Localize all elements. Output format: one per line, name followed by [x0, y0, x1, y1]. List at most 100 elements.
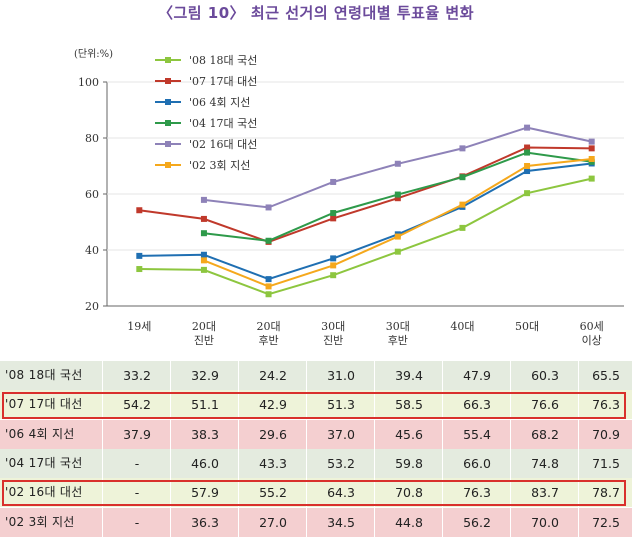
row-label: '06 4회 지선	[5, 426, 75, 441]
series-point	[459, 174, 466, 181]
series-point	[265, 237, 272, 244]
table-cell: 46.0	[170, 448, 239, 478]
chart-title: 〈그림 10〉 최근 선거의 연령대별 투표율 변화	[157, 4, 474, 22]
table-cell: 68.2	[510, 419, 579, 449]
series-point	[200, 251, 207, 258]
series-point	[459, 201, 466, 208]
table-cell: 31.0	[306, 361, 375, 390]
series-point	[330, 215, 337, 222]
series-point	[588, 156, 595, 162]
table-cell: -	[102, 478, 171, 508]
table-cell: 37.9	[102, 419, 171, 449]
table-cell: 44.8	[374, 507, 443, 537]
table-cell: 33.2	[102, 361, 171, 390]
table-cell: 54.2	[102, 390, 171, 420]
row-highlight-frame	[2, 392, 626, 419]
x-tick-label: 30대	[386, 320, 410, 333]
table-cell: 27.0	[238, 507, 307, 537]
legend-label: '02 16대 대선	[189, 138, 257, 151]
x-tick-label: 진반	[194, 334, 214, 347]
y-tick-label: 40	[85, 244, 99, 257]
legend-label: '08 18대 국선	[189, 54, 257, 67]
table-cell: 53.2	[306, 448, 375, 478]
table-row: '06 4회 지선 37.9 38.3 29.6 37.0 45.6 55.4 68.2 70.…	[0, 419, 632, 449]
row-highlight-frame	[2, 480, 626, 507]
table-cell: 65.5	[578, 361, 632, 390]
y-tick-label: 60	[85, 188, 99, 201]
row-label: '02 16대 대선	[5, 485, 83, 500]
legend-label: '07 17대 대선	[189, 75, 257, 88]
table-cell: 39.4	[374, 361, 443, 390]
table-cell: 59.8	[374, 448, 443, 478]
table-cell: 34.5	[306, 507, 375, 537]
table-cell: 36.3	[170, 507, 239, 537]
series-point	[265, 204, 272, 211]
row-label: '08 18대 국선	[5, 368, 83, 382]
series-point	[330, 210, 337, 217]
legend-label: '06 4회 지선	[189, 96, 250, 109]
table-cell: 38.3	[170, 419, 239, 449]
table-cell: 83.7	[510, 478, 579, 508]
x-tick-label: 진반	[323, 334, 343, 347]
row-label: '02 3회 지선	[5, 514, 75, 529]
table-cell: 70.8	[374, 478, 443, 508]
series-point	[136, 266, 143, 273]
table-cell: 37.0	[306, 419, 375, 449]
table-cell: 51.1	[170, 390, 239, 420]
table-cell: 55.2	[238, 478, 307, 508]
series-point	[265, 276, 272, 283]
row-label: '04 17대 국선	[5, 455, 83, 470]
table-cell: 72.5	[578, 507, 632, 537]
table-cell: 42.9	[238, 390, 307, 420]
series-line	[139, 177, 592, 296]
series-point	[588, 175, 595, 182]
unit-label: (단위:%)	[74, 47, 113, 60]
x-tick-label: 20대	[192, 320, 216, 333]
series-point	[200, 196, 207, 203]
series-line	[139, 146, 592, 243]
series-point	[136, 207, 143, 214]
series-point	[394, 248, 401, 255]
legend-marker	[165, 78, 171, 84]
table-cell: 29.6	[238, 419, 307, 449]
series-point	[330, 255, 337, 262]
table-row: '04 17대 국선 -46.0 43.3 53.2 59.8 66.0 74.8 71.5	[0, 448, 632, 478]
series-point	[200, 257, 207, 264]
table-cell: 76.3	[578, 390, 632, 420]
series-line	[203, 158, 592, 288]
table-row: '07 17대 대선 54.2 51.1 42.9 51.3 58.5 66.3 76.6 76…	[0, 390, 632, 420]
legend-marker	[165, 120, 171, 126]
series-point	[524, 168, 531, 175]
series-point	[459, 224, 466, 231]
x-tick-label: 30대	[321, 320, 345, 333]
table-cell: 45.6	[374, 419, 443, 449]
series-point	[524, 124, 531, 131]
table-cell: 76.3	[442, 478, 511, 508]
series-point	[200, 230, 207, 237]
table-cell: 66.0	[442, 448, 511, 478]
series-point	[524, 163, 531, 169]
legend-marker	[165, 99, 171, 105]
series-point	[588, 145, 595, 152]
table-cell: 70.0	[510, 507, 579, 537]
series-point	[200, 215, 207, 222]
table-cell: 32.9	[170, 361, 239, 390]
table-cell: 55.4	[442, 419, 511, 449]
series-point	[330, 262, 337, 269]
table-cell: 24.2	[238, 361, 307, 390]
table-cell: 58.5	[374, 390, 443, 420]
series-point	[394, 191, 401, 198]
x-tick-label: 후반	[388, 334, 408, 347]
table-cell: 57.9	[170, 478, 239, 508]
table-cell: 47.9	[442, 361, 511, 390]
row-label: '07 17대 대선	[5, 397, 83, 412]
series-point	[136, 252, 143, 259]
series-point	[524, 149, 531, 156]
legend-marker	[165, 141, 171, 147]
series-point	[524, 144, 531, 151]
table-cell: 60.3	[510, 361, 579, 390]
table-row: '02 16대 대선 -57.9 55.2 64.3 70.8 76.3 83.7 78.7	[0, 478, 632, 508]
legend-label: '04 17대 국선	[189, 117, 257, 130]
table-cell: 56.2	[442, 507, 511, 537]
series-point	[524, 190, 531, 197]
